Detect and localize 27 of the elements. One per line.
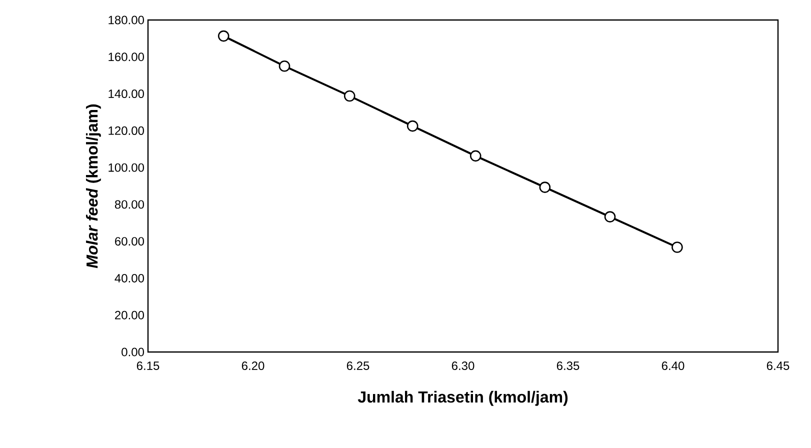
y-tick-label: 140.00 [108, 90, 144, 98]
y-tick-label: 0.00 [122, 348, 144, 356]
point [539, 182, 551, 193]
y-tick-label: 100.00 [108, 163, 144, 172]
x-tick-label: 6.40 [662, 362, 684, 370]
y-axis-title: Molar feed (kmol/jam) [86, 104, 101, 268]
point [604, 211, 616, 222]
y-tick-label: 60.00 [115, 237, 144, 246]
point [218, 30, 230, 42]
x-tick-label: 6.25 [346, 362, 370, 370]
point [470, 150, 482, 162]
y-tick-label: 180.00 [108, 16, 144, 24]
point [406, 120, 418, 132]
point [344, 90, 356, 102]
point [672, 242, 683, 253]
y-tick-label: 120.00 [108, 126, 144, 135]
y-tick-label: 20.00 [115, 310, 144, 320]
x-axis-title: Jumlah Triasetin (kmol/jam) [358, 390, 568, 406]
y-tick-label: 40.00 [114, 274, 144, 282]
y-tick-label: 160.00 [108, 52, 144, 62]
x-tick-label: 6.45 [766, 362, 790, 370]
y-tick-label: 80.00 [114, 200, 144, 209]
x-tick-label: 6.20 [242, 362, 264, 370]
x-tick-label: 6.15 [136, 362, 160, 370]
x-tick-label: 6.30 [452, 362, 474, 370]
x-tick-label: 6.35 [556, 362, 580, 370]
point [278, 60, 290, 72]
